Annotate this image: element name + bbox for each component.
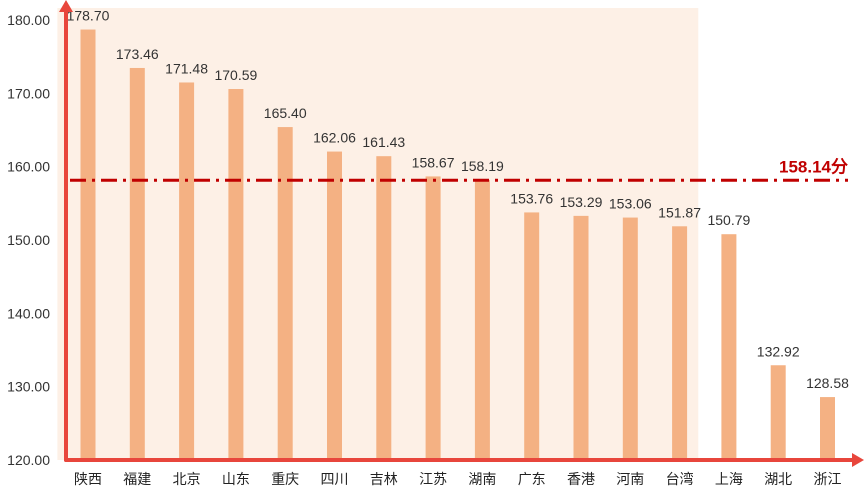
bar (672, 226, 688, 460)
data-label: 153.06 (609, 196, 652, 212)
bar (770, 365, 786, 460)
x-tick-label: 福建 (123, 472, 151, 488)
x-tick-label: 浙江 (814, 472, 842, 488)
bar (228, 89, 244, 461)
data-label: 128.58 (806, 375, 849, 391)
data-label: 170.59 (214, 67, 257, 83)
data-label: 153.76 (510, 190, 553, 206)
x-tick-label: 重庆 (271, 472, 299, 488)
y-tick-label: 150.00 (7, 232, 50, 248)
x-tick-label: 湖南 (468, 472, 496, 488)
data-label: 151.87 (658, 204, 701, 220)
bar (376, 156, 392, 460)
bar (327, 151, 342, 460)
data-label: 158.67 (412, 154, 455, 170)
bar (425, 176, 441, 461)
bar (573, 215, 589, 460)
bar (474, 179, 490, 460)
x-axis-arrow-icon (852, 453, 864, 467)
data-label: 173.46 (116, 46, 159, 62)
x-tick-label: 香港 (567, 472, 595, 488)
bar (129, 67, 145, 461)
bar (820, 397, 835, 460)
y-tick-label: 160.00 (7, 159, 50, 175)
reference-line-label: 158.14分 (779, 157, 848, 176)
y-tick-label: 180.00 (7, 12, 50, 28)
bar (80, 29, 96, 461)
data-label: 150.79 (707, 212, 750, 228)
data-label: 162.06 (313, 130, 356, 146)
y-axis-arrow-icon (59, 0, 73, 12)
bar (179, 82, 195, 460)
y-tick-label: 140.00 (7, 305, 50, 321)
data-label: 132.92 (757, 343, 800, 359)
data-label: 161.43 (362, 134, 405, 150)
y-tick-label: 170.00 (7, 85, 50, 101)
x-tick-label: 山东 (222, 472, 250, 488)
x-tick-label: 湖北 (764, 472, 792, 488)
data-label: 165.40 (264, 105, 307, 121)
bar (721, 234, 737, 460)
x-tick-label: 河南 (616, 472, 644, 488)
y-tick-label: 130.00 (7, 379, 50, 395)
bar (524, 212, 540, 460)
x-tick-label: 陕西 (74, 472, 102, 488)
x-tick-label: 台湾 (666, 471, 694, 488)
x-tick-label: 吉林 (370, 472, 398, 488)
bar (622, 217, 638, 460)
x-tick-label: 北京 (173, 472, 201, 488)
x-tick-label: 上海 (715, 472, 743, 488)
y-tick-label: 120.00 (7, 452, 50, 468)
data-label: 158.19 (461, 158, 504, 174)
data-label: 178.70 (67, 8, 110, 24)
data-label: 153.29 (560, 194, 603, 210)
x-tick-label: 江苏 (419, 472, 447, 488)
x-tick-label: 广东 (518, 472, 546, 488)
bar (277, 127, 293, 461)
x-tick-label: 四川 (321, 472, 349, 488)
data-label: 171.48 (165, 60, 208, 76)
